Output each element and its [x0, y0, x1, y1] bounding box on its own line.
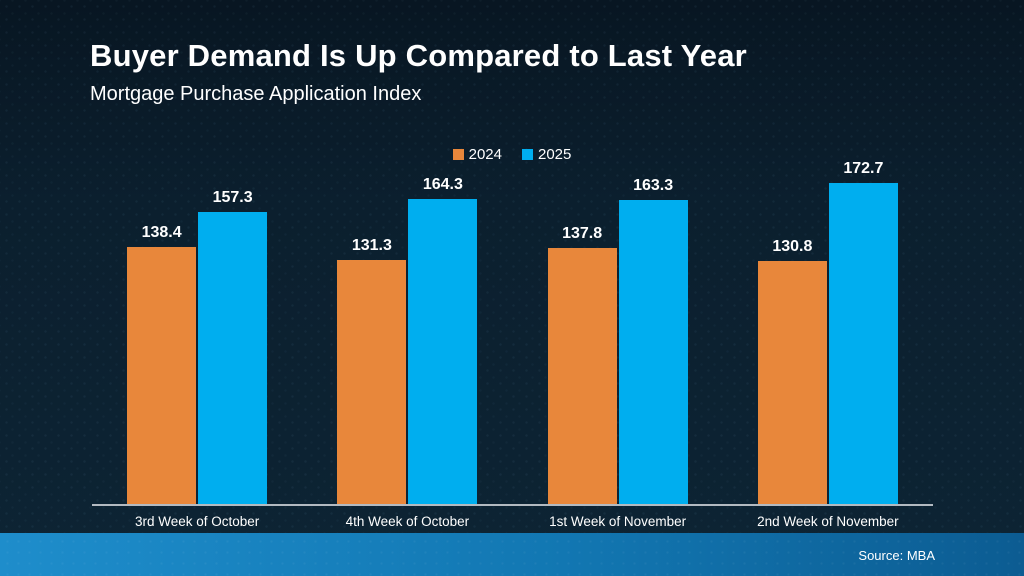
bar-column-2025: 172.7 [828, 160, 898, 504]
bar-column-2024: 138.4 [127, 160, 197, 504]
bar-column-2024: 137.8 [547, 160, 617, 504]
bar-value-label: 157.3 [212, 188, 253, 206]
bar-group: 130.8 172.7 [757, 160, 898, 504]
x-axis-labels: 3rd Week of October 4th Week of October 1s… [92, 514, 933, 529]
bar-value-label: 164.3 [422, 175, 463, 193]
bar-value-label: 138.4 [141, 223, 182, 241]
page-title: Buyer Demand Is Up Compared to Last Year [90, 38, 747, 73]
page-subtitle: Mortgage Purchase Application Index [90, 82, 422, 105]
bar-2024 [127, 246, 197, 504]
bar-2024 [337, 259, 407, 504]
header: Buyer Demand Is Up Compared to Last Year… [90, 38, 747, 106]
bar-group: 137.8 163.3 [547, 160, 688, 504]
source-label: Source: MBA [858, 548, 935, 563]
bar-column-2024: 130.8 [757, 160, 827, 504]
bar-2025 [618, 200, 688, 504]
bar-2025 [828, 183, 898, 504]
bar-value-label: 172.7 [843, 160, 884, 177]
bar-2024 [547, 247, 617, 504]
bar-group: 138.4 157.3 [127, 160, 268, 504]
bar-2025 [408, 198, 478, 504]
bar-value-label: 131.3 [351, 236, 392, 254]
bar-value-label: 137.8 [562, 224, 603, 242]
bar-column-2024: 131.3 [337, 160, 407, 504]
bar-column-2025: 157.3 [198, 160, 268, 504]
x-axis-label: 2nd Week of November [757, 514, 899, 529]
legend-swatch-icon [522, 149, 533, 160]
bar-group: 131.3 164.3 [337, 160, 478, 504]
bar-2024 [757, 260, 827, 504]
footer-band [0, 533, 1024, 576]
bar-value-label: 163.3 [633, 177, 674, 195]
legend-swatch-icon [452, 149, 464, 160]
x-axis-label: 4th Week of October [345, 514, 470, 529]
bar-column-2025: 164.3 [408, 160, 478, 504]
plot-area: 138.4 157.3 131.3 164.3 137.8 163.3 130.8 172.7 [92, 160, 933, 506]
x-axis-label: 3rd Week of October [134, 514, 260, 529]
bar-column-2025: 163.3 [618, 160, 688, 504]
bar-value-label: 130.8 [772, 237, 813, 255]
legend-label: 2024 [468, 146, 502, 163]
legend-label: 2025 [538, 146, 572, 163]
legend-item-2024: 2024 [452, 146, 502, 163]
legend: 2024 2025 [0, 146, 1024, 163]
legend-item-2025: 2025 [522, 146, 571, 163]
bar-2025 [198, 211, 268, 504]
x-axis-label: 1st Week of November [549, 514, 687, 529]
